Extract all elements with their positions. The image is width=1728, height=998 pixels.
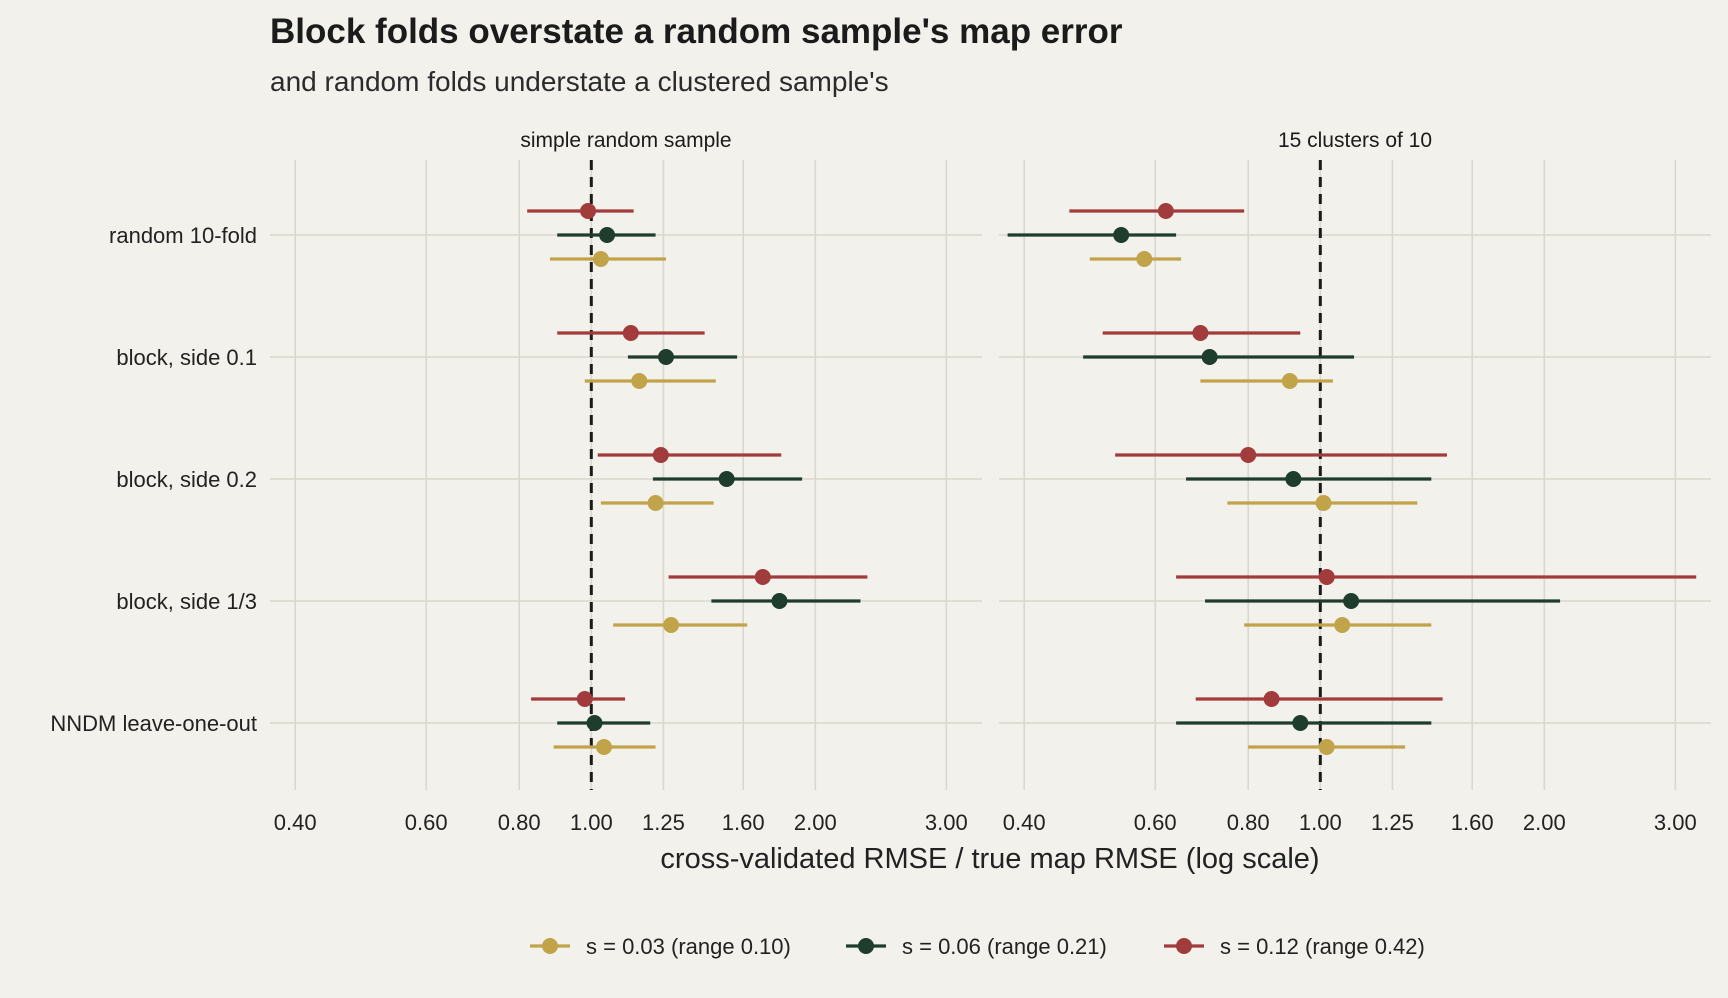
- estimate-point: [1240, 447, 1257, 463]
- estimate-point: [586, 715, 603, 731]
- chart-subtitle: and random folds understate a clustered …: [270, 66, 889, 97]
- legend-label: s = 0.12 (range 0.42): [1220, 934, 1425, 959]
- estimate-point: [1281, 373, 1298, 389]
- y-tick-label: block, side 1/3: [116, 589, 257, 614]
- x-tick-label: 0.60: [1134, 810, 1177, 835]
- x-tick-label: 0.40: [274, 810, 317, 835]
- x-tick-label: 0.80: [498, 810, 541, 835]
- estimate-point: [576, 691, 593, 707]
- x-tick-label: 1.00: [570, 810, 613, 835]
- x-tick-label: 0.40: [1003, 810, 1046, 835]
- y-tick-label: random 10-fold: [109, 223, 257, 248]
- estimate-point: [1343, 593, 1360, 609]
- estimate-point: [1157, 203, 1174, 219]
- estimate-point: [771, 593, 788, 609]
- legend-label: s = 0.06 (range 0.21): [902, 934, 1107, 959]
- estimate-point: [580, 203, 597, 219]
- x-axis-label: cross-validated RMSE / true map RMSE (lo…: [660, 843, 1319, 875]
- x-tick-label: 0.80: [1227, 810, 1270, 835]
- y-axis: random 10-fold block, side 0.1 block, side…: [50, 223, 257, 736]
- estimate-point: [1192, 325, 1209, 341]
- estimate-point: [622, 325, 639, 341]
- x-tick-label: 1.00: [1299, 810, 1342, 835]
- y-tick-label: block, side 0.2: [116, 467, 257, 492]
- estimate-point: [631, 373, 648, 389]
- panel-2: 0.40 0.60 0.80 1.00 1.25 1.60 2.00 3.00 15 clust…: [999, 129, 1711, 835]
- estimate-point: [1318, 569, 1335, 585]
- estimate-point: [595, 739, 612, 755]
- x-tick-label: 1.60: [1451, 810, 1494, 835]
- estimate-point: [1136, 251, 1153, 267]
- x-tick-label: 3.00: [1654, 810, 1697, 835]
- estimate-point: [1318, 739, 1335, 755]
- estimate-point: [599, 227, 616, 243]
- chart-title: Block folds overstate a random sample's …: [270, 12, 1123, 51]
- panel-1: 0.40 0.60 0.80 1.00 1.25 1.60 2.00 3.00 simple r…: [270, 129, 982, 835]
- legend: s = 0.03 (range 0.10) s = 0.06 (range 0.2…: [530, 934, 1425, 959]
- estimate-point: [1285, 471, 1302, 487]
- legend-key-point: [542, 938, 558, 954]
- estimate-point: [1315, 495, 1332, 511]
- estimate-point: [754, 569, 771, 585]
- x-tick-label: 0.60: [405, 810, 448, 835]
- x-tick-label: 3.00: [925, 810, 968, 835]
- estimate-point: [718, 471, 735, 487]
- estimate-point: [647, 495, 664, 511]
- estimate-point: [1334, 617, 1351, 633]
- y-tick-label: NNDM leave-one-out: [50, 711, 257, 736]
- estimate-point: [1201, 349, 1218, 365]
- x-tick-label: 2.00: [794, 810, 837, 835]
- estimate-point: [657, 349, 674, 365]
- estimate-point: [1113, 227, 1130, 243]
- panels: 0.40 0.60 0.80 1.00 1.25 1.60 2.00 3.00 simple r…: [270, 129, 1711, 835]
- legend-key-point: [858, 938, 874, 954]
- legend-label: s = 0.03 (range 0.10): [586, 934, 791, 959]
- panel-title: simple random sample: [520, 129, 731, 152]
- x-tick-label: 1.25: [1371, 810, 1414, 835]
- x-tick-label: 1.25: [642, 810, 685, 835]
- estimate-point: [592, 251, 609, 267]
- x-tick-label: 2.00: [1523, 810, 1566, 835]
- panel-title: 15 clusters of 10: [1278, 129, 1432, 152]
- x-tick-label: 1.60: [722, 810, 765, 835]
- legend-key-point: [1176, 938, 1192, 954]
- estimate-point: [652, 447, 669, 463]
- estimate-point: [663, 617, 680, 633]
- estimate-point: [1263, 691, 1280, 707]
- y-tick-label: block, side 0.1: [116, 345, 257, 370]
- estimate-point: [1292, 715, 1309, 731]
